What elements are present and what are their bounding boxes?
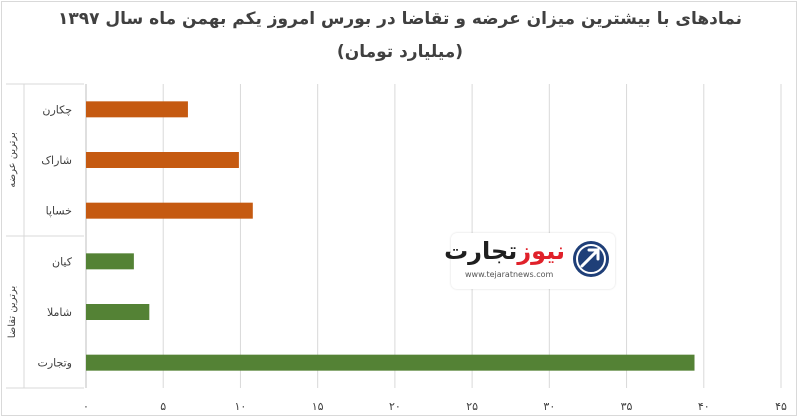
bar: [86, 202, 253, 219]
x-tick-label: ۲۰: [389, 400, 401, 413]
x-tick-label: ۲۵: [466, 400, 478, 413]
category-label: شاراک: [41, 154, 72, 167]
category-label: خساپا: [46, 205, 72, 218]
category-label: وتجارت: [38, 357, 73, 370]
logo-url: www.tejaratnews.com: [465, 270, 554, 279]
chart-title: نمادهای با بیشترین میزان عرضه و تقاضا در…: [57, 9, 743, 29]
tejarat-news-logo-icon: [573, 241, 609, 277]
x-tick-label: ۳۰: [543, 400, 555, 413]
logo-text: نیوزتجارت: [444, 237, 565, 265]
category-label: چکارن: [42, 103, 72, 116]
x-tick-label: ۰: [83, 400, 89, 413]
bar: [86, 101, 188, 118]
group-axis: برترین عرضه برترین تقاضا: [6, 83, 84, 389]
bars: [86, 101, 695, 371]
bar: [86, 152, 239, 168]
chart-subtitle: (میلیارد تومان): [336, 42, 464, 62]
group-label: برترین تقاضا: [7, 286, 18, 339]
x-tick-label: ۵: [160, 400, 166, 413]
category-label: کیان: [52, 255, 73, 268]
x-tick-label: ۴۵: [775, 400, 787, 413]
x-tick-label: ۱۵: [312, 400, 324, 413]
x-tick-labels: ۰ ۵ ۱۰ ۱۵ ۲۰ ۲۵ ۳۰ ۳۵ ۴۰ ۴۵: [83, 400, 787, 413]
tejarat-news-logo: نیوزتجارت www.tejaratnews.com: [444, 233, 615, 289]
x-tick-label: ۴۰: [698, 400, 710, 413]
category-labels: چکارن شاراک خساپا کیان شاملا وتجارت: [38, 103, 73, 369]
x-tick-label: ۱۰: [235, 400, 247, 413]
group-label: برترین عرضه: [7, 132, 18, 188]
x-tick-label: ۳۵: [621, 400, 633, 413]
bar: [86, 304, 150, 320]
bar: [86, 354, 695, 371]
category-label: شاملا: [47, 306, 72, 319]
bar: [86, 253, 134, 270]
gridlines: [85, 84, 782, 388]
